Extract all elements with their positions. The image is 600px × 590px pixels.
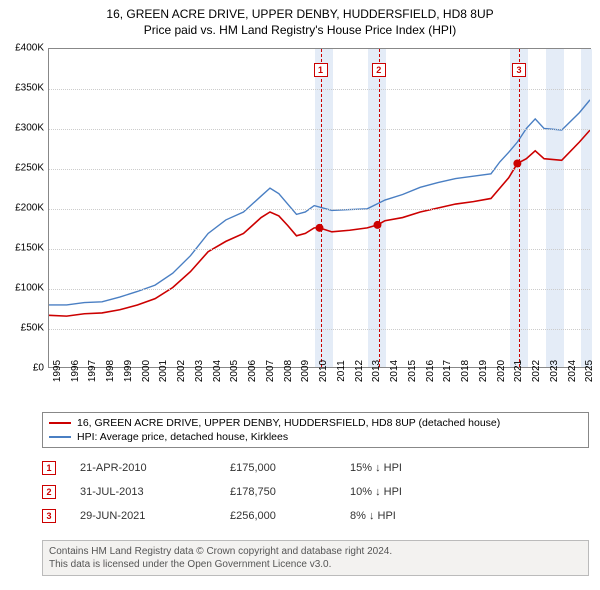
title-line-1: 16, GREEN ACRE DRIVE, UPPER DENBY, HUDDE… <box>10 6 590 22</box>
x-tick-label: 1998 <box>105 360 116 382</box>
sale-row-marker: 2 <box>42 485 56 499</box>
x-tick-label: 2007 <box>265 360 276 382</box>
x-tick-label: 2014 <box>389 360 400 382</box>
legend: 16, GREEN ACRE DRIVE, UPPER DENBY, HUDDE… <box>42 412 589 448</box>
x-tick-label: 2006 <box>247 360 258 382</box>
x-tick-label: 2023 <box>549 360 560 382</box>
gridline-h <box>49 169 590 170</box>
sale-vline <box>519 49 520 367</box>
sale-price: £175,000 <box>230 462 350 474</box>
gridline-h <box>49 209 590 210</box>
x-tick-label: 2016 <box>425 360 436 382</box>
x-tick-label: 1999 <box>123 360 134 382</box>
sale-row-marker: 3 <box>42 509 56 523</box>
title-line-2: Price paid vs. HM Land Registry's House … <box>10 22 590 38</box>
sale-date: 29-JUN-2021 <box>80 510 230 522</box>
legend-swatch-price-paid <box>49 422 71 424</box>
sale-price: £178,750 <box>230 486 350 498</box>
x-tick-label: 2015 <box>407 360 418 382</box>
sale-point <box>316 224 324 232</box>
sale-vline <box>379 49 380 367</box>
x-tick-label: 2019 <box>478 360 489 382</box>
y-tick-label: £350K <box>15 83 44 94</box>
x-tick-label: 2005 <box>229 360 240 382</box>
y-tick-label: £400K <box>15 43 44 54</box>
y-tick-label: £300K <box>15 123 44 134</box>
sale-date: 21-APR-2010 <box>80 462 230 474</box>
sale-row-marker: 1 <box>42 461 56 475</box>
y-tick-label: £150K <box>15 243 44 254</box>
sale-delta: 10% ↓ HPI <box>350 486 470 498</box>
legend-row: 16, GREEN ACRE DRIVE, UPPER DENBY, HUDDE… <box>49 416 582 430</box>
chart-title-block: 16, GREEN ACRE DRIVE, UPPER DENBY, HUDDE… <box>0 0 600 40</box>
sale-row: 2 31-JUL-2013£178,75010% ↓ HPI <box>42 480 470 504</box>
y-tick-label: £0 <box>33 363 44 374</box>
x-tick-label: 2021 <box>513 360 524 382</box>
gridline-h <box>49 329 590 330</box>
gridline-h <box>49 289 590 290</box>
chart-container: 1 2 3 £0 £50K £100K £150K £200K £250K £300K £350K… <box>8 44 593 402</box>
sale-row: 1 21-APR-2010£175,00015% ↓ HPI <box>42 456 470 480</box>
x-tick-label: 2020 <box>496 360 507 382</box>
legend-row: HPI: Average price, detached house, Kirk… <box>49 430 582 444</box>
sale-row: 3 29-JUN-2021£256,0008% ↓ HPI <box>42 504 470 528</box>
x-tick-label: 2011 <box>336 360 347 382</box>
chart-svg <box>49 49 590 367</box>
x-tick-label: 2024 <box>567 360 578 382</box>
sale-marker: 1 <box>314 63 328 77</box>
x-tick-label: 2013 <box>371 360 382 382</box>
x-tick-label: 1996 <box>70 360 81 382</box>
footer-line-2: This data is licensed under the Open Gov… <box>49 558 582 571</box>
footer-attribution: Contains HM Land Registry data © Crown c… <box>42 540 589 576</box>
gridline-h <box>49 249 590 250</box>
legend-label: HPI: Average price, detached house, Kirk… <box>77 431 288 443</box>
sale-delta: 8% ↓ HPI <box>350 510 470 522</box>
x-tick-label: 2018 <box>460 360 471 382</box>
sale-marker: 2 <box>372 63 386 77</box>
sale-point <box>513 160 521 168</box>
legend-swatch-hpi <box>49 436 71 438</box>
footer-line-1: Contains HM Land Registry data © Crown c… <box>49 545 582 558</box>
x-tick-label: 2022 <box>531 360 542 382</box>
sale-delta: 15% ↓ HPI <box>350 462 470 474</box>
x-tick-label: 2003 <box>194 360 205 382</box>
x-tick-label: 1995 <box>52 360 63 382</box>
x-tick-label: 2002 <box>176 360 187 382</box>
x-tick-label: 1997 <box>87 360 98 382</box>
plot-area: 1 2 3 <box>48 48 591 368</box>
legend-label: 16, GREEN ACRE DRIVE, UPPER DENBY, HUDDE… <box>77 417 500 429</box>
sale-point <box>374 221 382 229</box>
x-tick-label: 2017 <box>442 360 453 382</box>
x-tick-label: 2010 <box>318 360 329 382</box>
gridline-h <box>49 89 590 90</box>
x-tick-label: 2009 <box>300 360 311 382</box>
y-tick-label: £250K <box>15 163 44 174</box>
sale-date: 31-JUL-2013 <box>80 486 230 498</box>
x-tick-label: 2004 <box>212 360 223 382</box>
x-tick-label: 2025 <box>584 360 595 382</box>
y-tick-label: £100K <box>15 283 44 294</box>
x-tick-label: 2008 <box>283 360 294 382</box>
gridline-h <box>49 129 590 130</box>
x-tick-label: 2001 <box>158 360 169 382</box>
x-tick-label: 2012 <box>354 360 365 382</box>
y-tick-label: £200K <box>15 203 44 214</box>
sale-marker: 3 <box>512 63 526 77</box>
x-tick-label: 2000 <box>141 360 152 382</box>
y-tick-label: £50K <box>21 323 44 334</box>
sale-price: £256,000 <box>230 510 350 522</box>
sale-vline <box>321 49 322 367</box>
sales-table: 1 21-APR-2010£175,00015% ↓ HPI 2 31-JUL-201… <box>42 456 470 528</box>
series-hpi <box>49 100 590 305</box>
